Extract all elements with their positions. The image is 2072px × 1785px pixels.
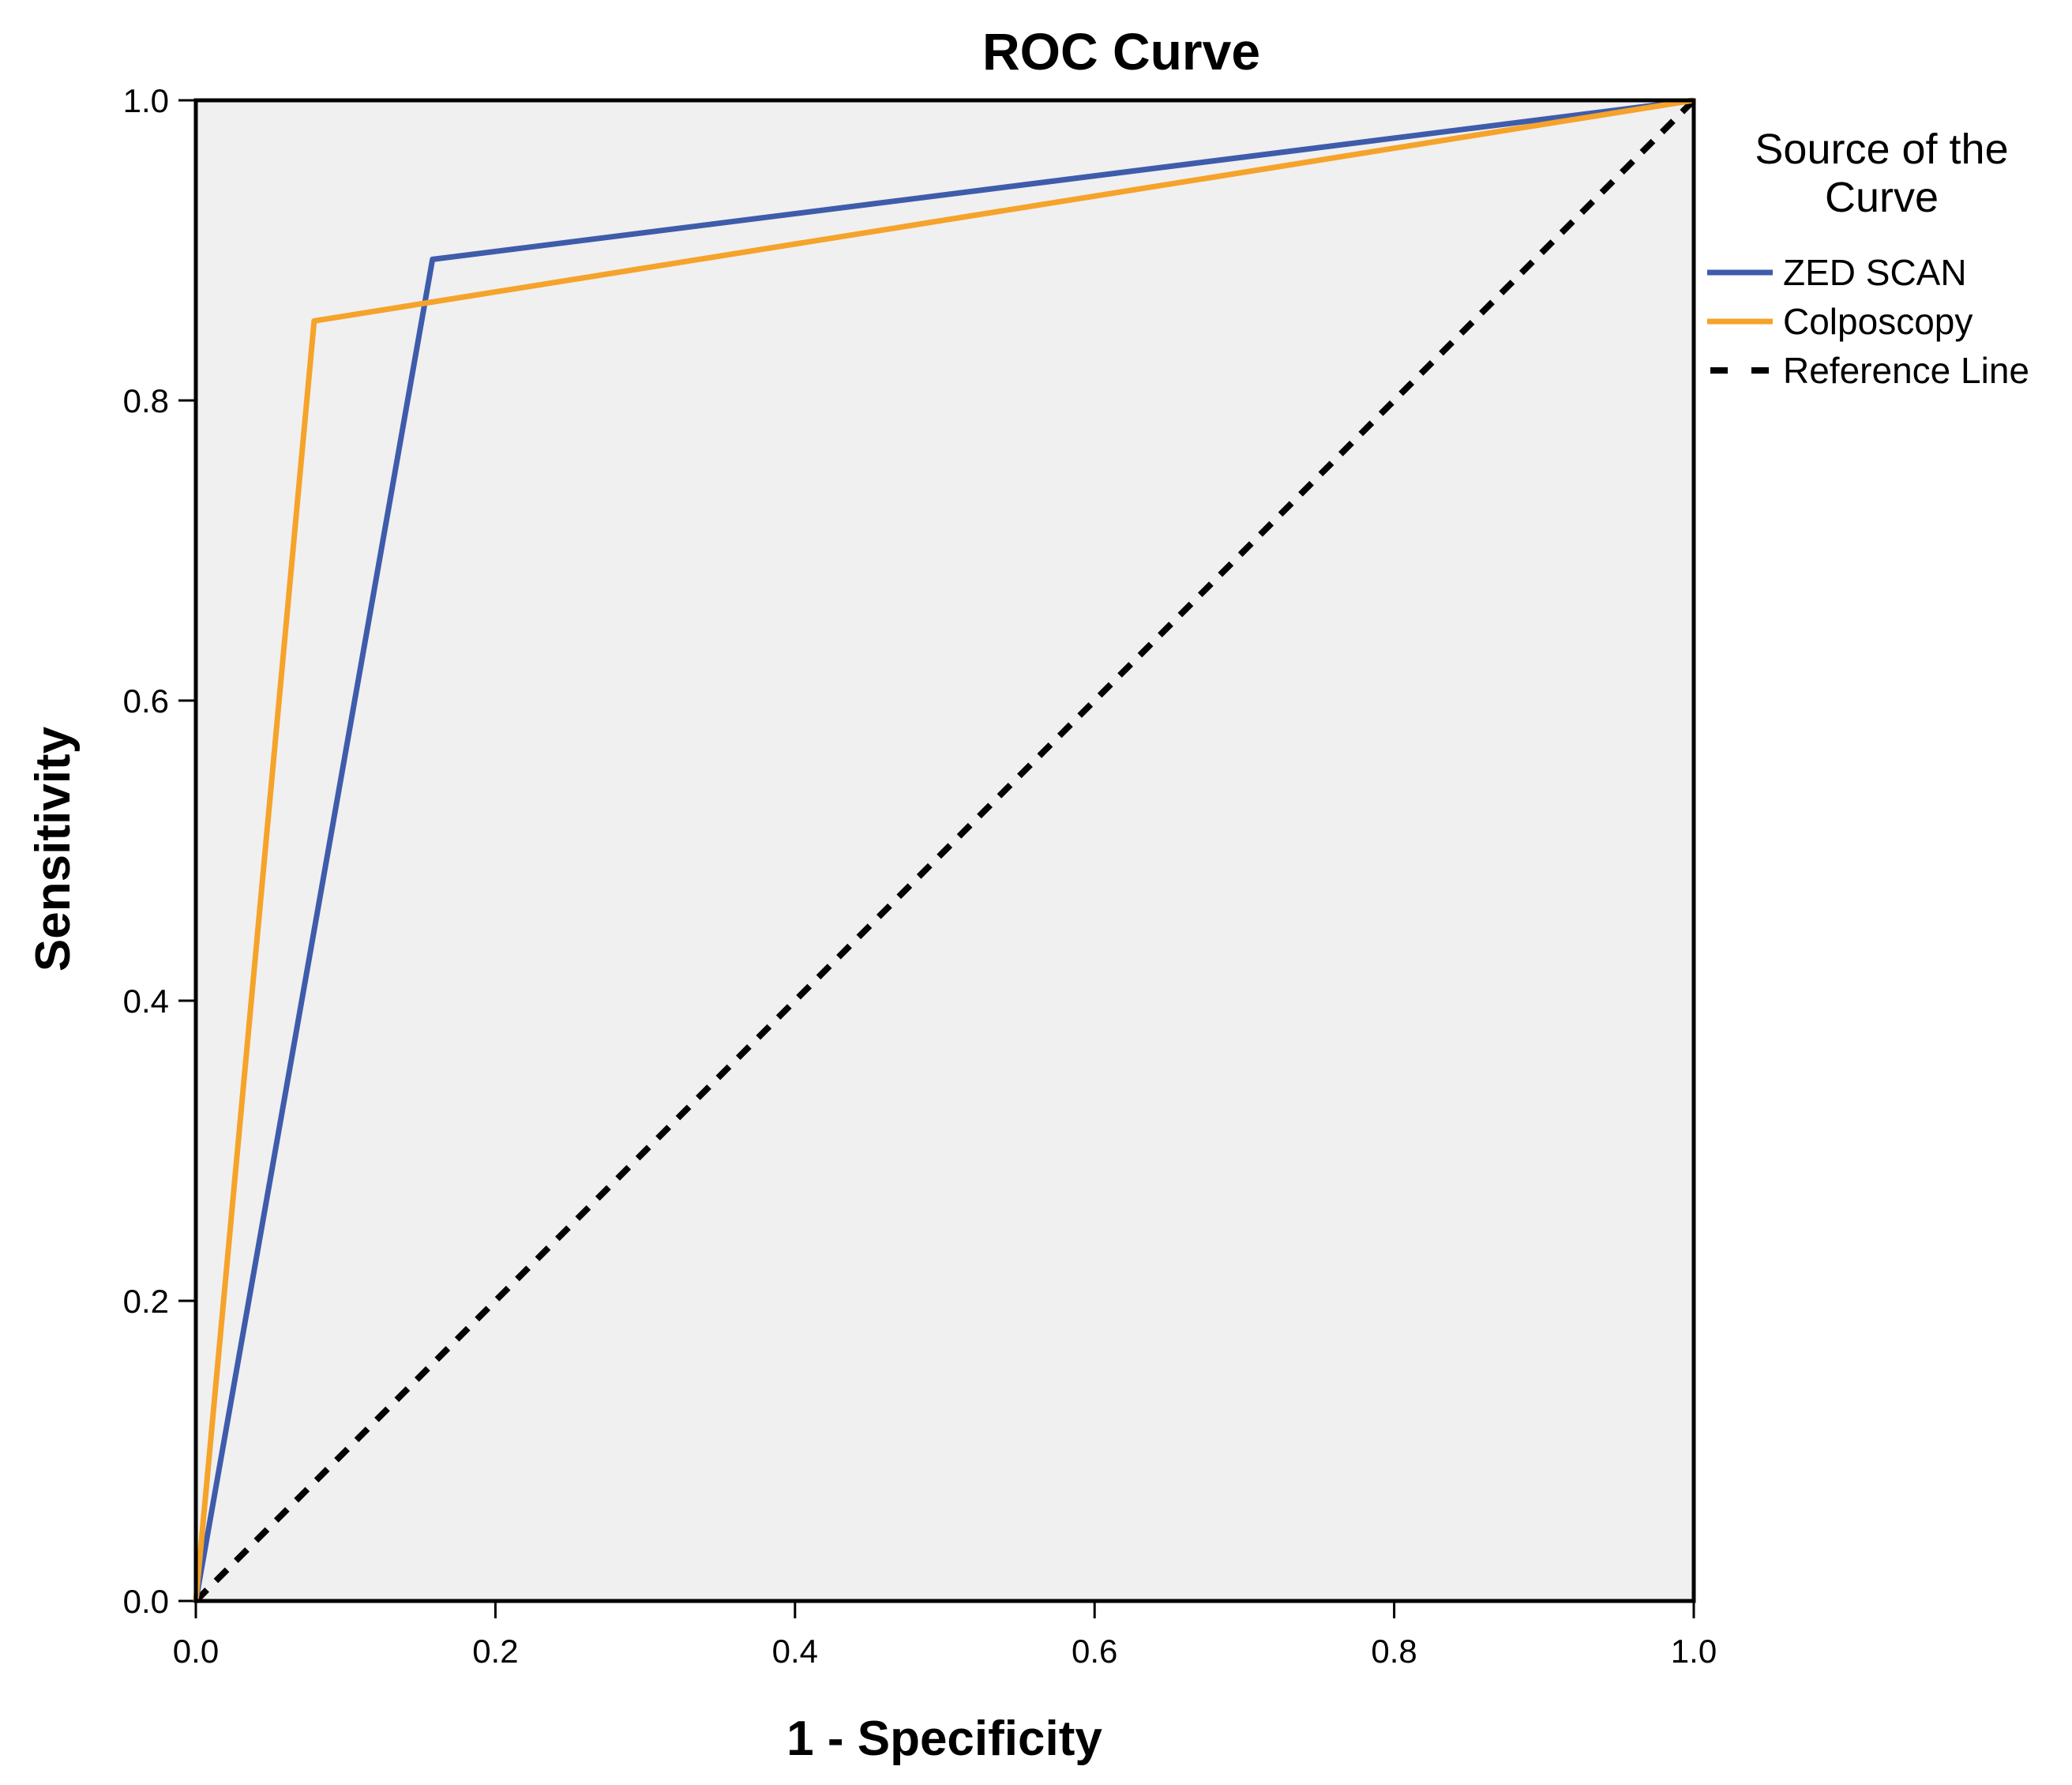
chart-title: ROC Curve bbox=[982, 22, 1260, 81]
x-tick-label: 1.0 bbox=[1671, 1633, 1717, 1670]
series-line-reference-line bbox=[193, 98, 1696, 1603]
y-axis-title: Sensitivity bbox=[26, 726, 81, 971]
x-tick-label: 0.2 bbox=[472, 1633, 518, 1670]
y-axis-ticks: 0.0 0.2 0.4 0.6 0.8 1.0 bbox=[123, 82, 196, 1620]
x-tick-label: 0.0 bbox=[173, 1633, 219, 1670]
plot-frame bbox=[193, 98, 1696, 1603]
legend-title-line2: Curve bbox=[1825, 174, 1939, 221]
legend-title-line1: Source of the bbox=[1755, 126, 2008, 173]
legend-label-reference-line: Reference Line bbox=[1783, 350, 2029, 391]
y-tick-label: 0.8 bbox=[123, 382, 169, 419]
y-tick-label: 0.4 bbox=[123, 983, 169, 1020]
x-tick-label: 0.8 bbox=[1371, 1633, 1417, 1670]
x-tick-label: 0.4 bbox=[772, 1633, 818, 1670]
x-axis-ticks: 0.0 0.2 0.4 0.6 0.8 1.0 bbox=[173, 1601, 1717, 1670]
y-tick-label: 0.6 bbox=[123, 682, 169, 720]
series-line-zed-scan bbox=[193, 97, 1695, 1602]
series-line-colposcopy bbox=[193, 97, 1695, 1602]
y-tick-label: 0.2 bbox=[123, 1283, 169, 1320]
series-layer bbox=[193, 97, 1696, 1603]
y-tick-label: 1.0 bbox=[123, 82, 169, 119]
x-tick-label: 0.6 bbox=[1072, 1633, 1117, 1670]
legend-label-colposcopy: Colposcopy bbox=[1783, 301, 1973, 342]
legend: Source of the Curve ZED SCAN Colposcopy Re… bbox=[1707, 126, 2029, 391]
x-axis-title: 1 - Specificity bbox=[786, 1712, 1102, 1766]
y-tick-label: 0.0 bbox=[123, 1583, 169, 1620]
legend-label-zed-scan: ZED SCAN bbox=[1783, 252, 1967, 293]
